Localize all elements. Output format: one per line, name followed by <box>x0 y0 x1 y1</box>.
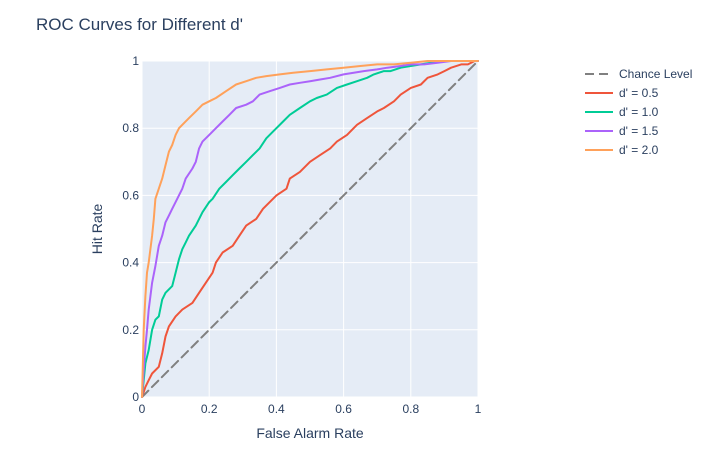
y-tick-label: 0.8 <box>122 121 139 135</box>
x-tick-label: 0 <box>139 402 146 416</box>
y-axis-ticks: 0 0.2 0.4 0.6 0.8 1 <box>122 54 139 404</box>
y-tick-label: 1 <box>132 54 139 68</box>
series-line-0 <box>141 60 479 398</box>
gridlines <box>141 60 479 398</box>
x-tick-label: 1 <box>475 402 482 416</box>
x-tick-label: 0.8 <box>402 402 419 416</box>
legend-label: d' = 1.0 <box>619 105 659 119</box>
legend-item-1[interactable]: d' = 0.5 <box>585 86 659 100</box>
legend-label: d' = 0.5 <box>619 86 659 100</box>
legend-item-2[interactable]: d' = 1.0 <box>585 105 659 119</box>
series-line-2 <box>141 60 479 398</box>
y-tick-label: 0.2 <box>122 323 139 337</box>
legend-label: d' = 2.0 <box>619 143 659 157</box>
plot-lines <box>141 60 479 398</box>
y-tick-label: 0.4 <box>122 256 139 270</box>
legend-item-3[interactable]: d' = 1.5 <box>585 124 659 138</box>
legend-item-0[interactable]: Chance Level <box>585 67 692 81</box>
y-tick-label: 0.6 <box>122 188 139 202</box>
series-line-3 <box>141 60 479 398</box>
x-axis-title: False Alarm Rate <box>256 425 364 441</box>
x-tick-label: 0.6 <box>335 402 352 416</box>
legend-label: Chance Level <box>619 67 692 81</box>
legend-label: d' = 1.5 <box>619 124 659 138</box>
series-line-4 <box>141 60 479 398</box>
legend-item-4[interactable]: d' = 2.0 <box>585 143 659 157</box>
y-tick-label: 0 <box>132 390 139 404</box>
x-tick-label: 0.4 <box>268 402 285 416</box>
legend[interactable]: Chance Level d' = 0.5 d' = 1.0 d' = 1.5 d' =… <box>585 67 692 157</box>
chart-title: ROC Curves for Different d' <box>36 15 243 34</box>
x-tick-label: 0.2 <box>201 402 218 416</box>
series-line-1 <box>141 60 479 398</box>
x-axis-ticks: 0 0.2 0.4 0.6 0.8 1 <box>139 402 482 416</box>
y-axis-title: Hit Rate <box>89 204 105 255</box>
